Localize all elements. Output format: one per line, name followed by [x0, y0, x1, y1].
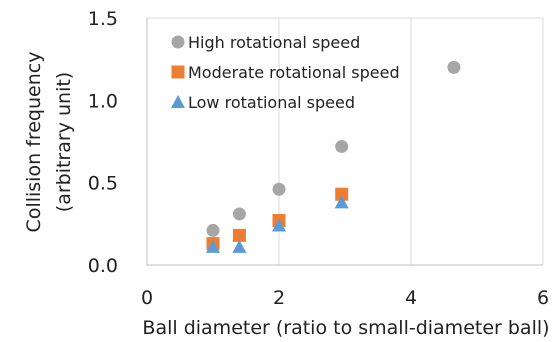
point-triangle-2-2: [272, 218, 286, 232]
legend-marker-1: [171, 65, 185, 79]
legend-marker-0: [171, 35, 185, 49]
point-square-1-1: [232, 228, 246, 242]
point-circle-0-3: [335, 139, 349, 153]
axes: [146, 18, 543, 266]
x-axis-ticks: 0 2 4 6: [141, 287, 549, 309]
point-triangle-2-1: [232, 239, 247, 253]
y-axis-ticks: 0.0 0.5 1.0 1.5: [88, 8, 118, 277]
y-tick-label-2: 1.0: [88, 90, 118, 112]
legend: High rotational speed Moderate rotational…: [171, 33, 400, 112]
y-tick-label-1: 0.5: [88, 173, 118, 195]
x-tick-label-1: 2: [273, 287, 285, 309]
y-tick-label-0: 0.0: [88, 255, 118, 277]
x-tick-label-3: 6: [537, 287, 549, 309]
legend-label-1: Moderate rotational speed: [188, 63, 400, 82]
point-triangle-2-0: [206, 239, 220, 253]
legend-label-2: Low rotational speed: [188, 93, 355, 112]
x-tick-label-0: 0: [141, 287, 153, 309]
x-tick-label-2: 4: [405, 287, 417, 309]
point-circle-0-1: [232, 207, 246, 221]
data-points: [206, 60, 461, 253]
x-axis-title: Ball diameter (ratio to small-diameter b…: [142, 317, 549, 339]
y-axis-title-line-2: (arbitrary unit): [53, 72, 75, 212]
legend-marker-2: [171, 95, 185, 108]
y-axis-title-line-1: Collision frequency: [23, 52, 45, 233]
point-circle-0-2: [272, 182, 286, 196]
point-triangle-2-3: [334, 195, 349, 209]
point-square-1-3: [335, 187, 349, 201]
y-tick-label-3: 1.5: [88, 8, 118, 30]
point-circle-0-4: [447, 60, 461, 74]
y-axis-title: Collision frequency (arbitrary unit): [23, 52, 75, 233]
point-circle-0-0: [206, 223, 220, 237]
legend-label-0: High rotational speed: [188, 33, 360, 52]
